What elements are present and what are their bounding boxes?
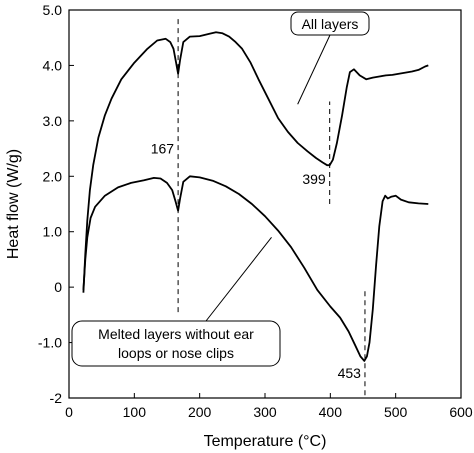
x-axis-label: Temperature (°C) (204, 433, 327, 450)
y-tick-label: 0 (54, 279, 62, 295)
callout-all-layers-box (290, 11, 370, 36)
x-tick-label: 0 (65, 404, 73, 420)
x-tick-label: 300 (253, 404, 277, 420)
series-group (82, 31, 429, 362)
callout-melted-layers: Melted layers without ear loops or nose … (71, 236, 281, 367)
callout-all-layers-text: All layers (302, 16, 359, 32)
x-tick-label: 400 (319, 404, 343, 420)
y-tick-label: -2 (50, 390, 63, 406)
y-tick-label: 5.0 (43, 2, 63, 18)
series-line-all-layers (82, 31, 429, 293)
y-axis-label: Heat flow (W/g) (5, 149, 22, 259)
y-tick-label: 4.0 (43, 57, 63, 73)
callout-all-layers-pointer (297, 34, 331, 105)
y-tick-label: 3.0 (43, 113, 63, 129)
peak-label: 399 (302, 171, 326, 187)
x-tick-label: 200 (188, 404, 212, 420)
callout-melted-layers-pointer (205, 236, 272, 322)
y-tick-label: -1.0 (38, 335, 62, 351)
callout-melted-layers-box (71, 320, 281, 367)
callout-melted-layers-line-1: Melted layers without ear (98, 326, 254, 342)
callout-melted-layers-line-2: loops or nose clips (118, 345, 234, 361)
peak-label: 167 (151, 141, 175, 157)
callout-all-layers: All layers (290, 11, 370, 105)
series-line-melted-layers (82, 175, 429, 362)
x-tick-label: 100 (123, 404, 147, 420)
ticks-group: 0 100 200 300 400 500 600 -2 -1.0 0 1.0 2.0 3.0 4.0 5.… (38, 2, 473, 420)
annotations: 167 399 453 (151, 141, 361, 381)
peak-label: 453 (338, 365, 362, 381)
reference-lines (177, 18, 366, 396)
callouts: All layers Melted layers without ear loo… (71, 11, 370, 367)
y-tick-label: 2.0 (43, 168, 63, 184)
x-tick-label: 600 (449, 404, 473, 420)
y-tick-label: 1.0 (43, 224, 63, 240)
x-tick-label: 500 (384, 404, 408, 420)
